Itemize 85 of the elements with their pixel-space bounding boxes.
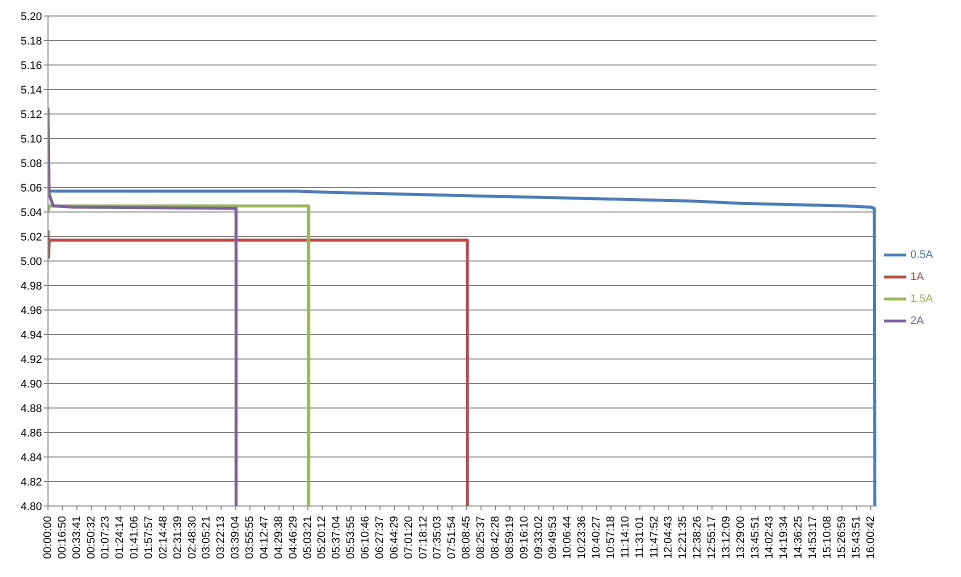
x-tick-label: 07:51:54 — [446, 516, 458, 559]
x-tick-label: 08:59:19 — [504, 516, 516, 559]
x-tick-label: 07:01:20 — [402, 516, 415, 559]
x-tick-label: 04:46:29 — [287, 516, 300, 559]
y-tick-label: 5.00 — [20, 256, 42, 268]
x-tick-label: 09:49:53 — [547, 516, 560, 559]
x-tick-label: 12:21:35 — [677, 516, 690, 559]
y-tick-label: 5.18 — [20, 35, 42, 48]
x-tick-label: 11:47:52 — [648, 516, 660, 558]
x-tick-label: 14:02:43 — [764, 516, 776, 559]
x-tick-label: 02:48:30 — [186, 516, 198, 559]
y-tick-label: 5.10 — [20, 133, 42, 146]
y-tick-label: 5.12 — [20, 108, 42, 121]
x-tick-label: 03:05:21 — [200, 516, 213, 559]
x-tick-label: 13:45:51 — [749, 516, 762, 559]
x-tick-label: 03:55:55 — [244, 516, 256, 559]
y-tick-label: 5.16 — [20, 60, 42, 72]
x-tick-label: 06:27:37 — [374, 516, 386, 559]
x-tick-label: 14:19:34 — [778, 516, 790, 559]
x-tick-label: 03:39:04 — [230, 516, 242, 559]
x-tick-label: 06:10:46 — [360, 516, 372, 559]
x-tick-label: 05:20:12 — [316, 516, 328, 559]
legend-label: 2A — [910, 314, 924, 327]
y-tick-label: 4.80 — [20, 500, 42, 513]
y-tick-label: 5.20 — [20, 10, 42, 23]
legend-label: 0.5A — [910, 248, 933, 261]
x-tick-label: 11:31:01 — [634, 516, 646, 558]
x-tick-label: 09:33:02 — [532, 516, 545, 559]
x-tick-label: 01:24:14 — [114, 516, 126, 559]
y-tick-label: 5.06 — [20, 182, 42, 194]
y-tick-label: 4.92 — [20, 354, 42, 366]
x-tick-label: 01:41:06 — [128, 516, 141, 559]
x-tick-label: 00:50:32 — [85, 516, 98, 559]
x-tick-label: 01:57:57 — [143, 516, 156, 559]
x-tick-label: 08:25:37 — [475, 516, 488, 559]
y-tick-label: 5.02 — [20, 231, 42, 244]
x-tick-label: 08:42:28 — [489, 516, 502, 559]
x-tick-label: 07:35:03 — [432, 516, 444, 559]
y-tick-label: 4.94 — [20, 329, 42, 342]
y-tick-label: 5.08 — [20, 158, 42, 170]
x-tick-label: 00:33:41 — [70, 516, 83, 559]
y-tick-label: 4.82 — [20, 476, 42, 488]
x-tick-label: 00:00:00 — [42, 516, 54, 559]
x-tick-label: 10:57:18 — [604, 516, 617, 559]
x-tick-label: 12:38:26 — [692, 516, 704, 559]
x-tick-label: 10:23:36 — [576, 516, 588, 559]
x-tick-label: 06:44:29 — [388, 516, 400, 559]
y-tick-label: 5.14 — [20, 84, 42, 96]
y-tick-label: 4.86 — [20, 427, 42, 440]
x-tick-label: 13:12:09 — [720, 516, 732, 559]
y-tick-label: 4.98 — [20, 280, 42, 292]
x-tick-label: 02:14:48 — [157, 516, 170, 559]
x-tick-label: 04:12:47 — [258, 516, 270, 559]
x-tick-label: 14:36:25 — [792, 516, 805, 559]
x-tick-label: 15:26:59 — [836, 516, 848, 559]
x-tick-label: 13:29:00 — [734, 516, 747, 559]
x-tick-label: 15:10:08 — [821, 516, 834, 559]
y-tick-label: 4.90 — [20, 378, 42, 390]
x-tick-label: 10:40:27 — [590, 516, 603, 559]
x-tick-label: 15:43:51 — [850, 516, 862, 559]
x-tick-label: 05:03:21 — [302, 516, 314, 559]
line-series — [48, 106, 238, 506]
x-tick-label: 09:16:10 — [518, 516, 530, 559]
x-tick-label: 07:18:12 — [417, 516, 430, 559]
y-tick-label: 4.84 — [20, 452, 42, 464]
x-tick-label: 11:14:10 — [619, 516, 632, 558]
x-tick-label: 05:37:04 — [330, 516, 343, 559]
x-tick-label: 01:07:23 — [100, 516, 112, 559]
x-tick-label: 03:22:13 — [215, 516, 228, 559]
x-tick-label: 04:29:38 — [272, 516, 285, 559]
line-series — [48, 228, 469, 506]
y-tick-label: 4.96 — [20, 304, 42, 317]
x-tick-label: 00:16:50 — [56, 516, 68, 559]
legend-label: 1A — [910, 270, 924, 283]
legend-label: 1.5A — [910, 292, 933, 305]
x-tick-label: 08:08:45 — [460, 516, 473, 559]
x-tick-label: 05:53:55 — [345, 516, 358, 559]
x-tick-label: 12:55:17 — [706, 516, 718, 559]
x-tick-label: 12:04:43 — [662, 516, 675, 559]
x-tick-label: 14:53:17 — [807, 516, 820, 559]
y-tick-label: 4.88 — [20, 402, 42, 415]
x-tick-label: 02:31:39 — [172, 516, 184, 559]
y-tick-label: 5.04 — [20, 206, 42, 219]
x-tick-label: 10:06:44 — [562, 516, 574, 559]
x-tick-label: 16:00:42 — [864, 516, 877, 559]
